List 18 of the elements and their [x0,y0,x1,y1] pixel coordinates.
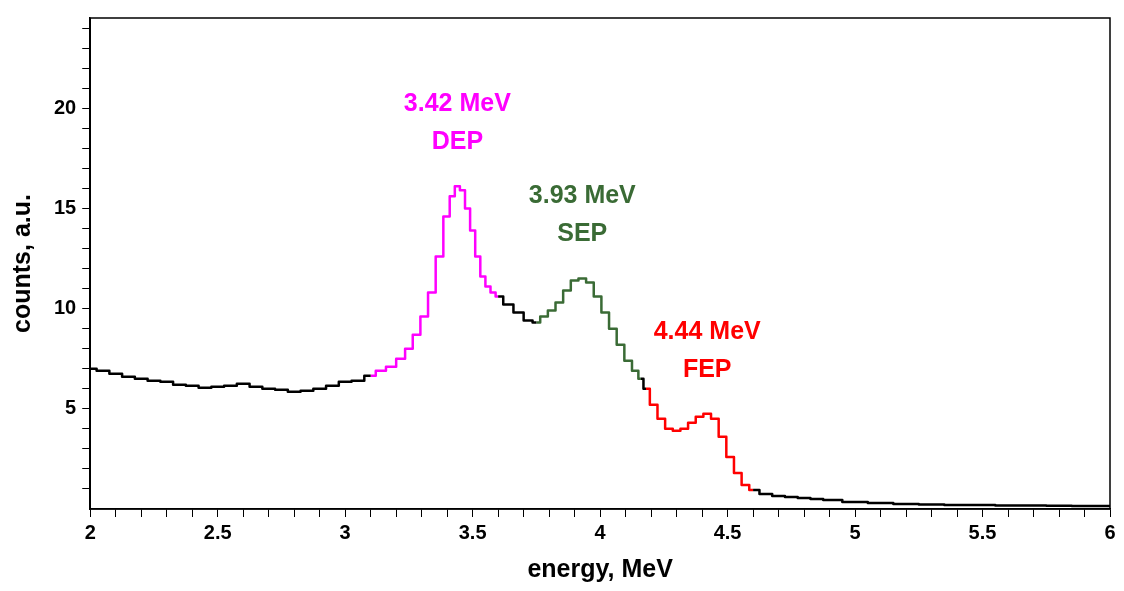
x-tick-label: 2.5 [203,520,232,543]
x-tick-label: 2 [84,520,96,543]
y-axis-title: counts, a.u. [6,194,35,333]
x-tick-label: 4 [594,520,607,543]
annotation: 3.93 MeV SEP [528,180,637,247]
y-tick-label: 10 [54,296,77,319]
y-tick-label: 15 [54,195,77,218]
x-axis-title: energy, MeV [527,553,674,582]
x-tick-label: 5 [849,520,861,543]
annotation: 3.42 MeV DEP [403,88,512,155]
x-tick-label: 4.5 [713,520,742,543]
y-tick-label: 20 [54,95,77,118]
x-tick-label: 3.5 [458,520,487,543]
annotation: 4.44 MeV FEP [653,315,762,382]
x-tick-label: 5.5 [968,520,997,543]
x-tick-label: 6 [1104,520,1116,543]
x-tick-label: 3 [339,520,351,543]
y-tick-label: 5 [65,396,77,419]
